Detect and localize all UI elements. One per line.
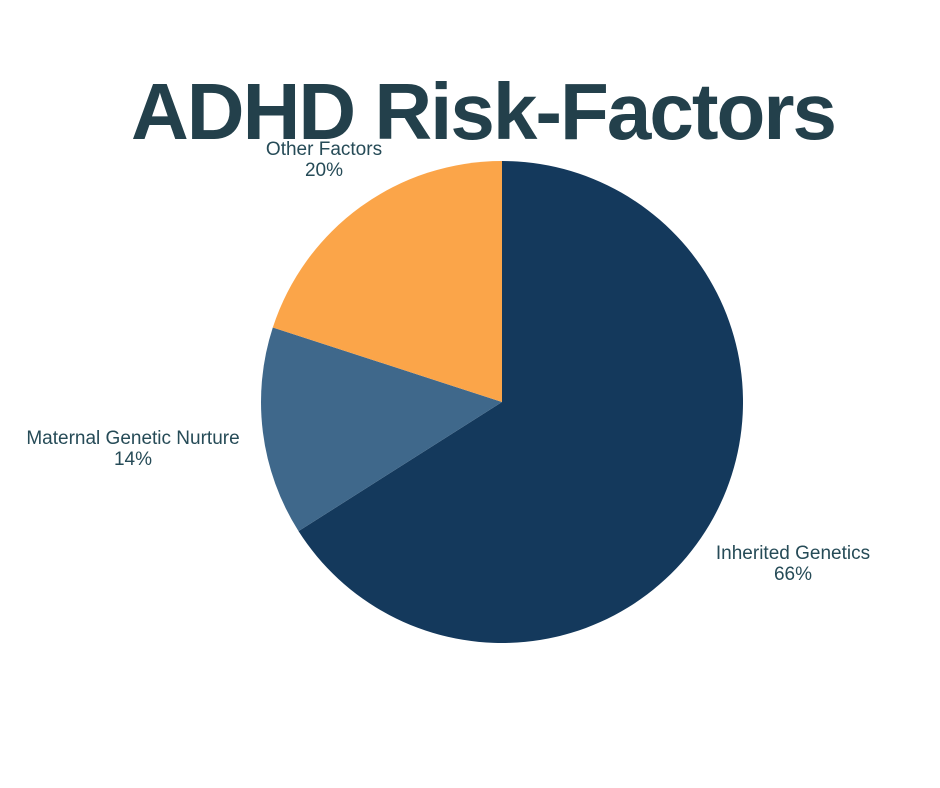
- pie-slice-inherited-genetics: [298, 161, 743, 643]
- slice-label-inherited-genetics-name: Inherited Genetics: [715, 543, 871, 564]
- slice-label-maternal-genetic-nurture-percent: 14%: [113, 449, 153, 470]
- slice-label-inherited-genetics-percent: 66%: [773, 564, 813, 585]
- pie-chart: [261, 161, 743, 643]
- slice-label-other-factors-name: Other Factors: [265, 139, 383, 160]
- slice-label-maternal-genetic-nurture: Maternal Genetic Nurture 14%: [26, 428, 239, 470]
- slice-label-maternal-genetic-nurture-name: Maternal Genetic Nurture: [26, 428, 240, 449]
- chart-title: ADHD Risk-Factors: [131, 66, 837, 156]
- pie-slice-other-factors: [272, 161, 502, 402]
- slice-label-other-factors: Other Factors 20%: [266, 139, 382, 181]
- slice-label-other-factors-percent: 20%: [304, 160, 344, 181]
- pie-slice-maternal-genetic-nurture: [261, 327, 502, 532]
- slice-label-inherited-genetics: Inherited Genetics 66%: [716, 543, 870, 585]
